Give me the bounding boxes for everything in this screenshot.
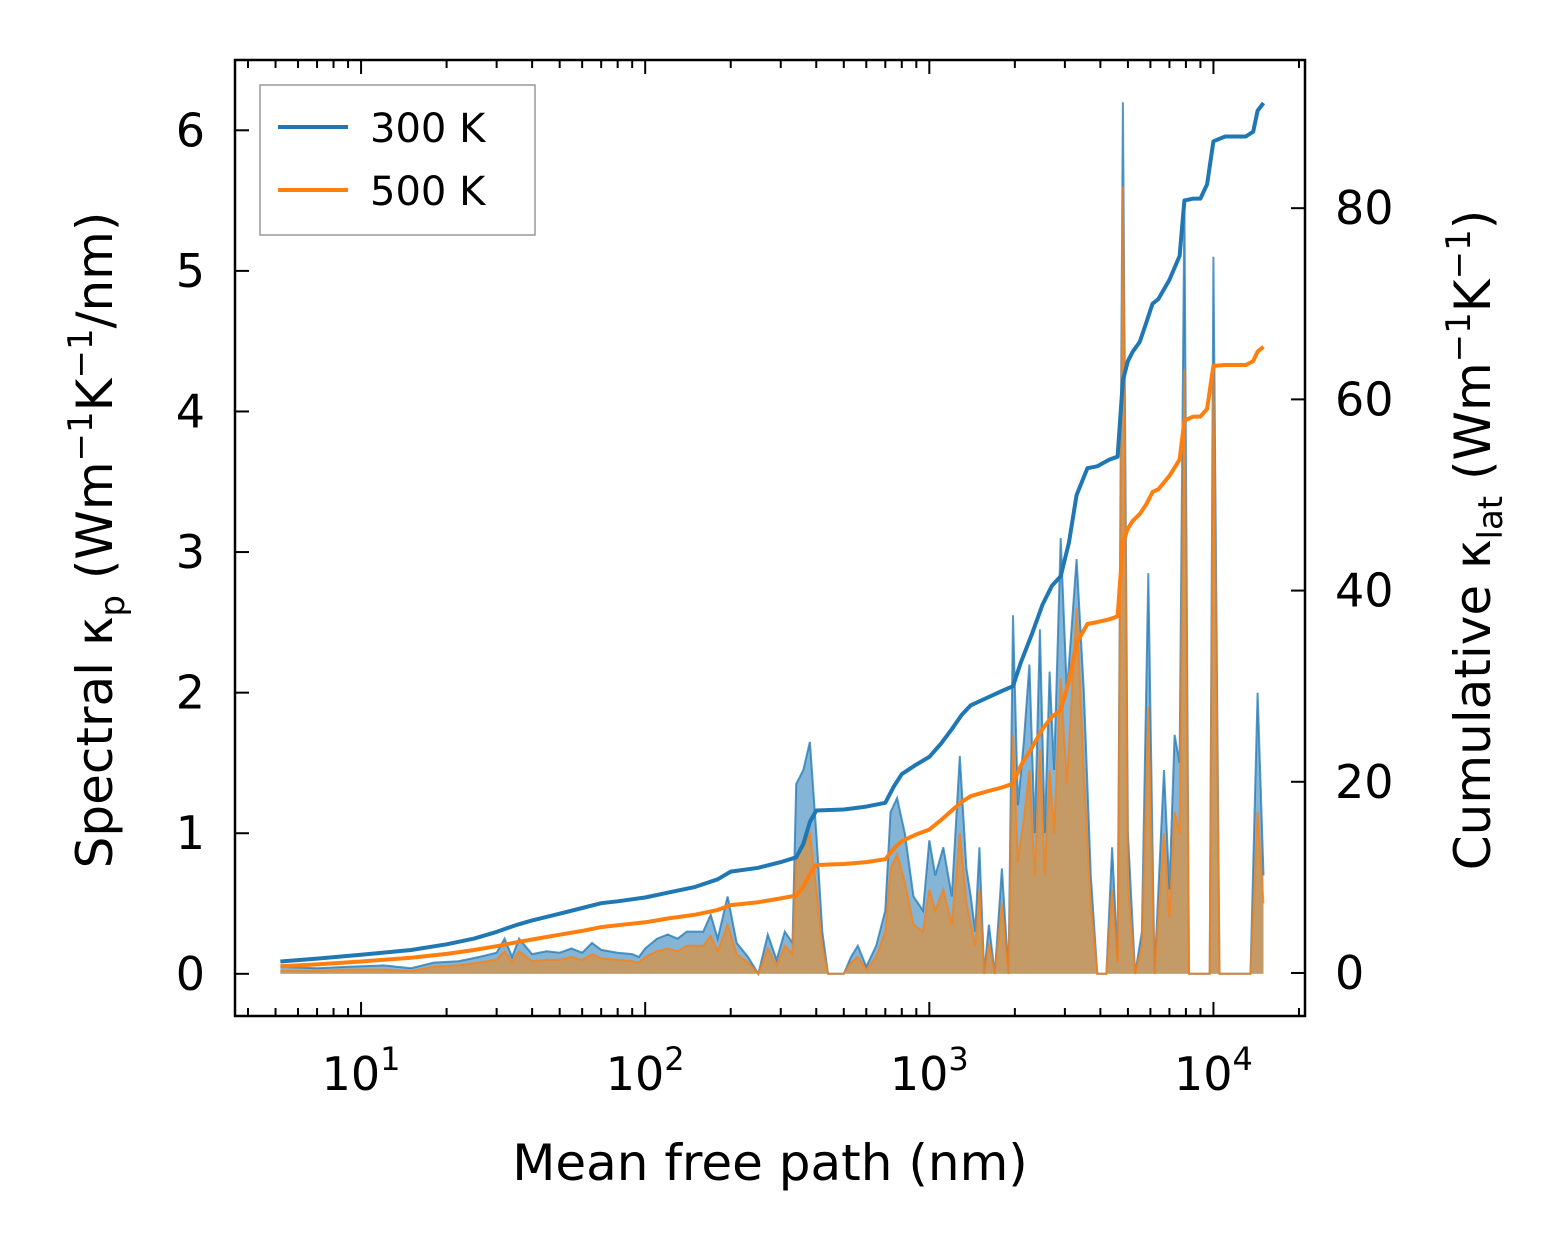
y-right-tick-label: 40 — [1335, 564, 1394, 618]
spectral-area-500k — [280, 186, 1264, 974]
y-left-tick-label: 3 — [176, 525, 205, 579]
y-right-tick-label: 20 — [1335, 755, 1394, 809]
plot-frame — [233, 58, 1307, 1018]
cumulative-lines — [280, 101, 1266, 969]
axis-ticks — [235, 60, 1305, 1016]
x-axis-label: Mean free path (nm) — [512, 1134, 1028, 1192]
legend-box — [259, 84, 536, 236]
cumulative-line-300k — [280, 101, 1266, 964]
y-right-tick-label: 80 — [1335, 181, 1394, 235]
y-left-tick-label: 1 — [176, 806, 205, 860]
legend-label-300k: 300 K — [370, 106, 487, 152]
y-right-tick-label: 0 — [1335, 946, 1364, 1000]
y-axis-label-left: Spectral κp (Wm−1K−1/nm) — [61, 212, 133, 869]
y-left-tick-label: 0 — [176, 947, 205, 1001]
y-axis-label-right: Cumulative κlat (Wm−1K−1) — [1439, 210, 1511, 870]
legend: 300 K 500 K — [259, 84, 536, 236]
y-left-tick-label: 5 — [176, 244, 205, 298]
y-left-tick-label: 4 — [176, 384, 205, 438]
y-left-tick-label: 6 — [176, 103, 205, 157]
cumulative-line-500k — [280, 345, 1265, 969]
spectral-fills — [280, 102, 1265, 977]
y-left-tick-label: 2 — [176, 666, 205, 720]
x-tick-label: 104 — [1174, 1040, 1253, 1101]
spectral-line-500k — [280, 186, 1265, 976]
x-tick-label: 102 — [606, 1040, 685, 1101]
legend-label-500k: 500 K — [370, 169, 487, 215]
x-tick-label: 101 — [322, 1040, 401, 1101]
y-right-tick-label: 60 — [1335, 372, 1394, 426]
x-tick-label: 103 — [890, 1040, 969, 1101]
